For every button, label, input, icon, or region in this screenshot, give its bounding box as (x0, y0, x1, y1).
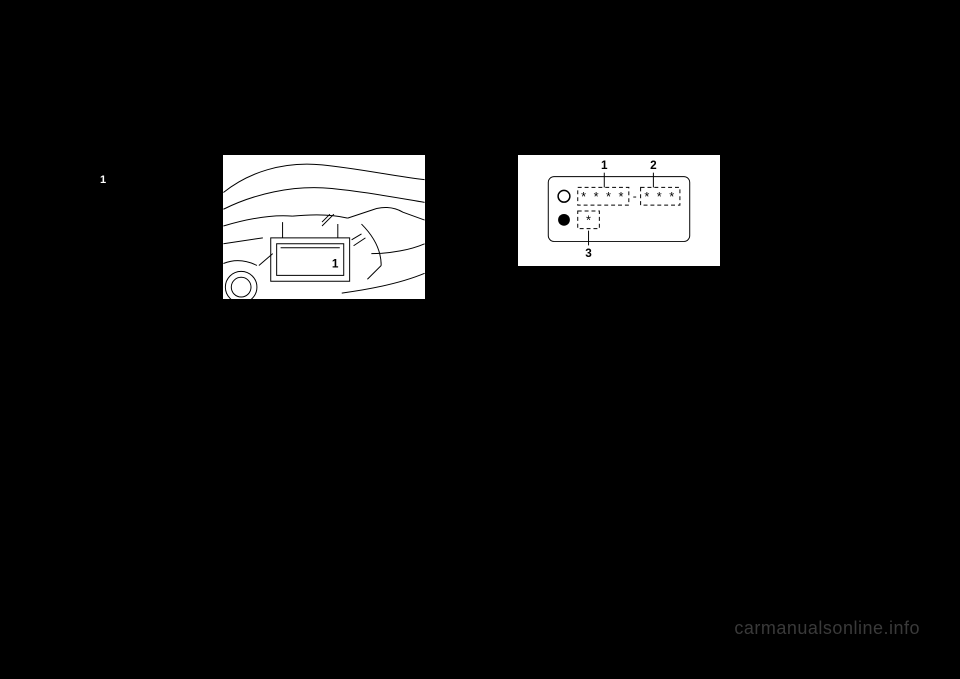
figure-2-panel: 1 2 * * * * - * * * * 3 (517, 154, 721, 267)
key-open-circle-icon (558, 190, 570, 202)
stars-box-a: * * * * (581, 189, 625, 204)
key-filled-circle-icon (558, 214, 570, 226)
figure-1-panel: 1 (222, 154, 426, 300)
figure-2-svg: 1 2 * * * * - * * * * 3 (518, 155, 720, 266)
figure-2-label-1: 1 (601, 159, 608, 172)
chapter-tab: 1 (94, 171, 112, 189)
figure-2-label-2: 2 (650, 159, 657, 172)
stars-box-c: * (586, 213, 591, 228)
figure-2-label-3: 3 (585, 247, 592, 260)
figure-1-svg: 1 (223, 155, 425, 299)
dash-separator: - (633, 190, 637, 203)
watermark-text: carmanualsonline.info (734, 618, 920, 639)
figure-1-callout-1: 1 (332, 256, 339, 270)
stars-box-b: * * * (644, 189, 676, 204)
